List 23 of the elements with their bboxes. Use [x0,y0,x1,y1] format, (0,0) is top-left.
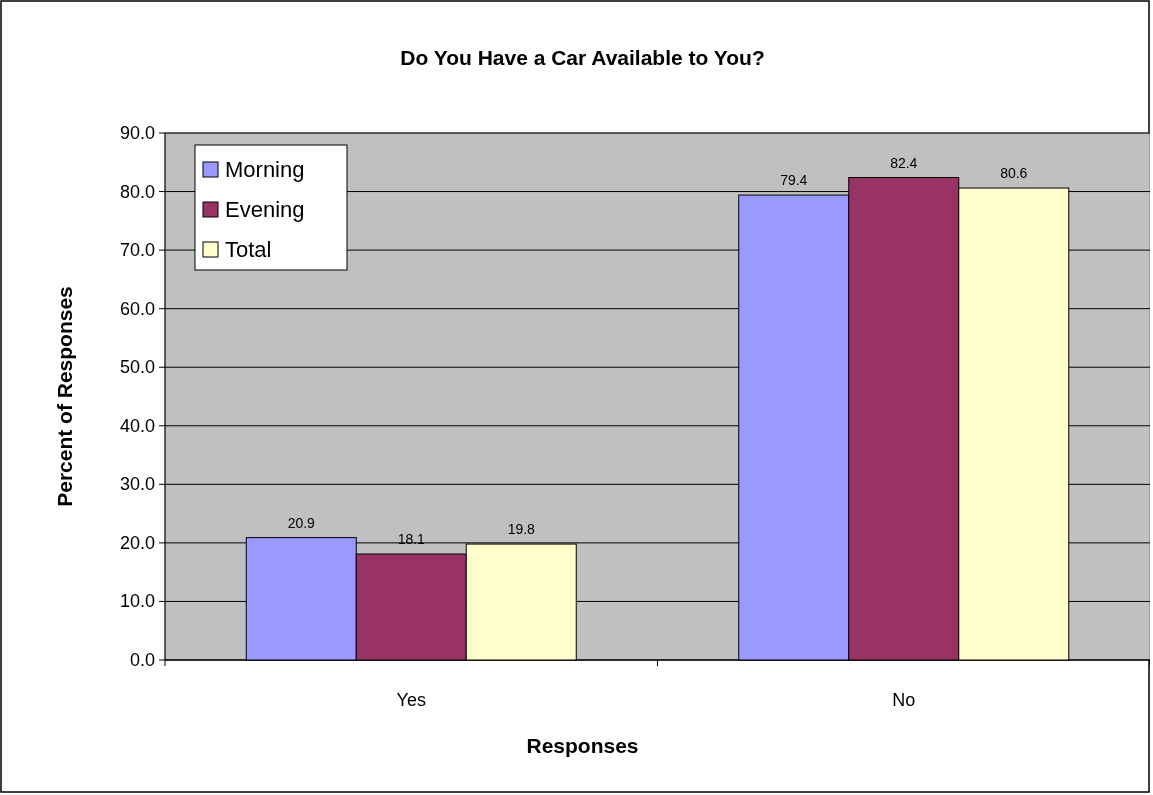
data-label: 19.8 [507,521,536,538]
x-tick-label: Yes [396,690,426,710]
y-tick-label: 20.0 [119,532,155,553]
y-axis-title: Percent of Responses [53,286,76,507]
y-tick-label: 70.0 [119,240,155,261]
data-label: 80.6 [1000,165,1028,182]
y-tick-label: 40.0 [119,415,155,436]
data-label: 20.9 [287,514,316,531]
y-tick-label: 30.0 [119,474,155,495]
y-tick-label: 10.0 [119,591,155,612]
y-tick-label: 0.0 [129,650,155,670]
legend-label: Morning [225,157,305,182]
data-label: 82.4 [890,154,918,171]
data-label: 79.4 [780,172,808,189]
chart-title: Do You Have a Car Available to You? [400,46,765,69]
y-tick-label: 60.0 [119,298,155,319]
y-tick-label: 80.0 [119,181,155,202]
legend-label: Total [225,237,272,262]
y-tick-label: 90.0 [119,123,155,143]
x-tick-label: No [892,690,916,710]
legend-label: Evening [225,197,305,222]
x-axis-title: Responses [526,734,639,757]
y-tick-label: 50.0 [119,357,155,378]
